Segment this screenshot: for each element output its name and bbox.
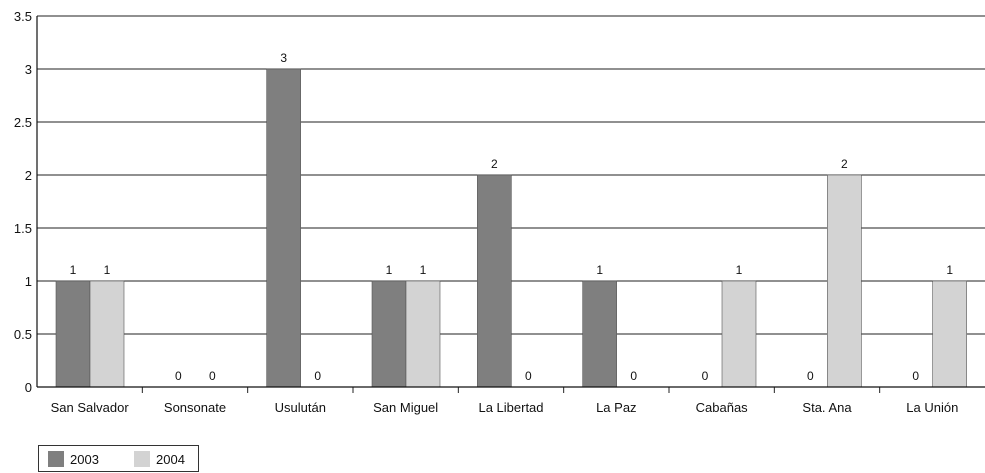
data-label: 1 [104, 263, 111, 277]
data-label: 3 [280, 51, 287, 65]
x-tick-label: La Libertad [478, 400, 543, 415]
data-label: 1 [736, 263, 743, 277]
x-tick-label: Usulután [275, 400, 326, 415]
legend-box [38, 445, 199, 472]
x-tick-label: La Paz [596, 400, 636, 415]
legend-label: 2004 [156, 452, 185, 467]
data-label: 0 [209, 369, 216, 383]
y-tick-label: 3 [25, 62, 32, 77]
legend-swatch-2003 [48, 451, 64, 467]
bar-2003-3 [371, 280, 407, 388]
x-tick-label: Cabañas [696, 400, 749, 415]
y-tick-label: 1 [25, 274, 32, 289]
y-tick-label: 2 [25, 168, 32, 183]
data-label: 1 [946, 263, 953, 277]
data-label: 1 [386, 263, 393, 277]
bar-2004-8 [932, 280, 967, 388]
legend: 2003 2004 [38, 445, 199, 472]
bar-2003-4 [477, 174, 512, 388]
y-tick-label: 0 [25, 380, 32, 395]
bar-2003-2 [266, 68, 301, 388]
data-label: 0 [314, 369, 321, 383]
y-tick-label: 1.5 [14, 221, 32, 236]
data-label: 0 [175, 369, 182, 383]
y-tick-label: 0.5 [14, 327, 32, 342]
data-label: 1 [420, 263, 427, 277]
data-label: 1 [596, 263, 603, 277]
x-axis: San Salvador Sonsonate Usulután San Miguel L… [36, 16, 985, 415]
legend-swatch-2004 [134, 451, 150, 467]
bar-2004-3 [405, 280, 441, 388]
data-label: 0 [912, 369, 919, 383]
data-label: 1 [70, 263, 77, 277]
data-label: 0 [702, 369, 709, 383]
y-tick-label: 2.5 [14, 115, 32, 130]
legend-label: 2003 [70, 452, 99, 467]
x-tick-label: Sta. Ana [802, 400, 852, 415]
data-label: 0 [525, 369, 532, 383]
data-labels: 1 1 0 0 3 0 1 1 2 0 1 0 0 1 0 2 0 1 [70, 51, 954, 383]
data-label: 0 [807, 369, 814, 383]
data-label: 0 [630, 369, 637, 383]
x-tick-label: San Salvador [51, 400, 130, 415]
y-tick-label: 3.5 [14, 9, 32, 24]
bar-2004-6 [721, 280, 757, 388]
x-tick-label: Sonsonate [164, 400, 226, 415]
bars [55, 68, 967, 388]
bar-2003-0 [55, 280, 91, 388]
data-label: 2 [841, 157, 848, 171]
y-axis-ticks: 0 0.5 1 1.5 2 2.5 3 3.5 [14, 9, 32, 395]
x-tick-label: San Miguel [373, 400, 438, 415]
data-label: 2 [491, 157, 498, 171]
bar-2004-0 [89, 280, 125, 388]
bar-2004-7 [827, 174, 862, 388]
bar-2003-5 [582, 280, 617, 388]
x-tick-label: La Unión [906, 400, 958, 415]
